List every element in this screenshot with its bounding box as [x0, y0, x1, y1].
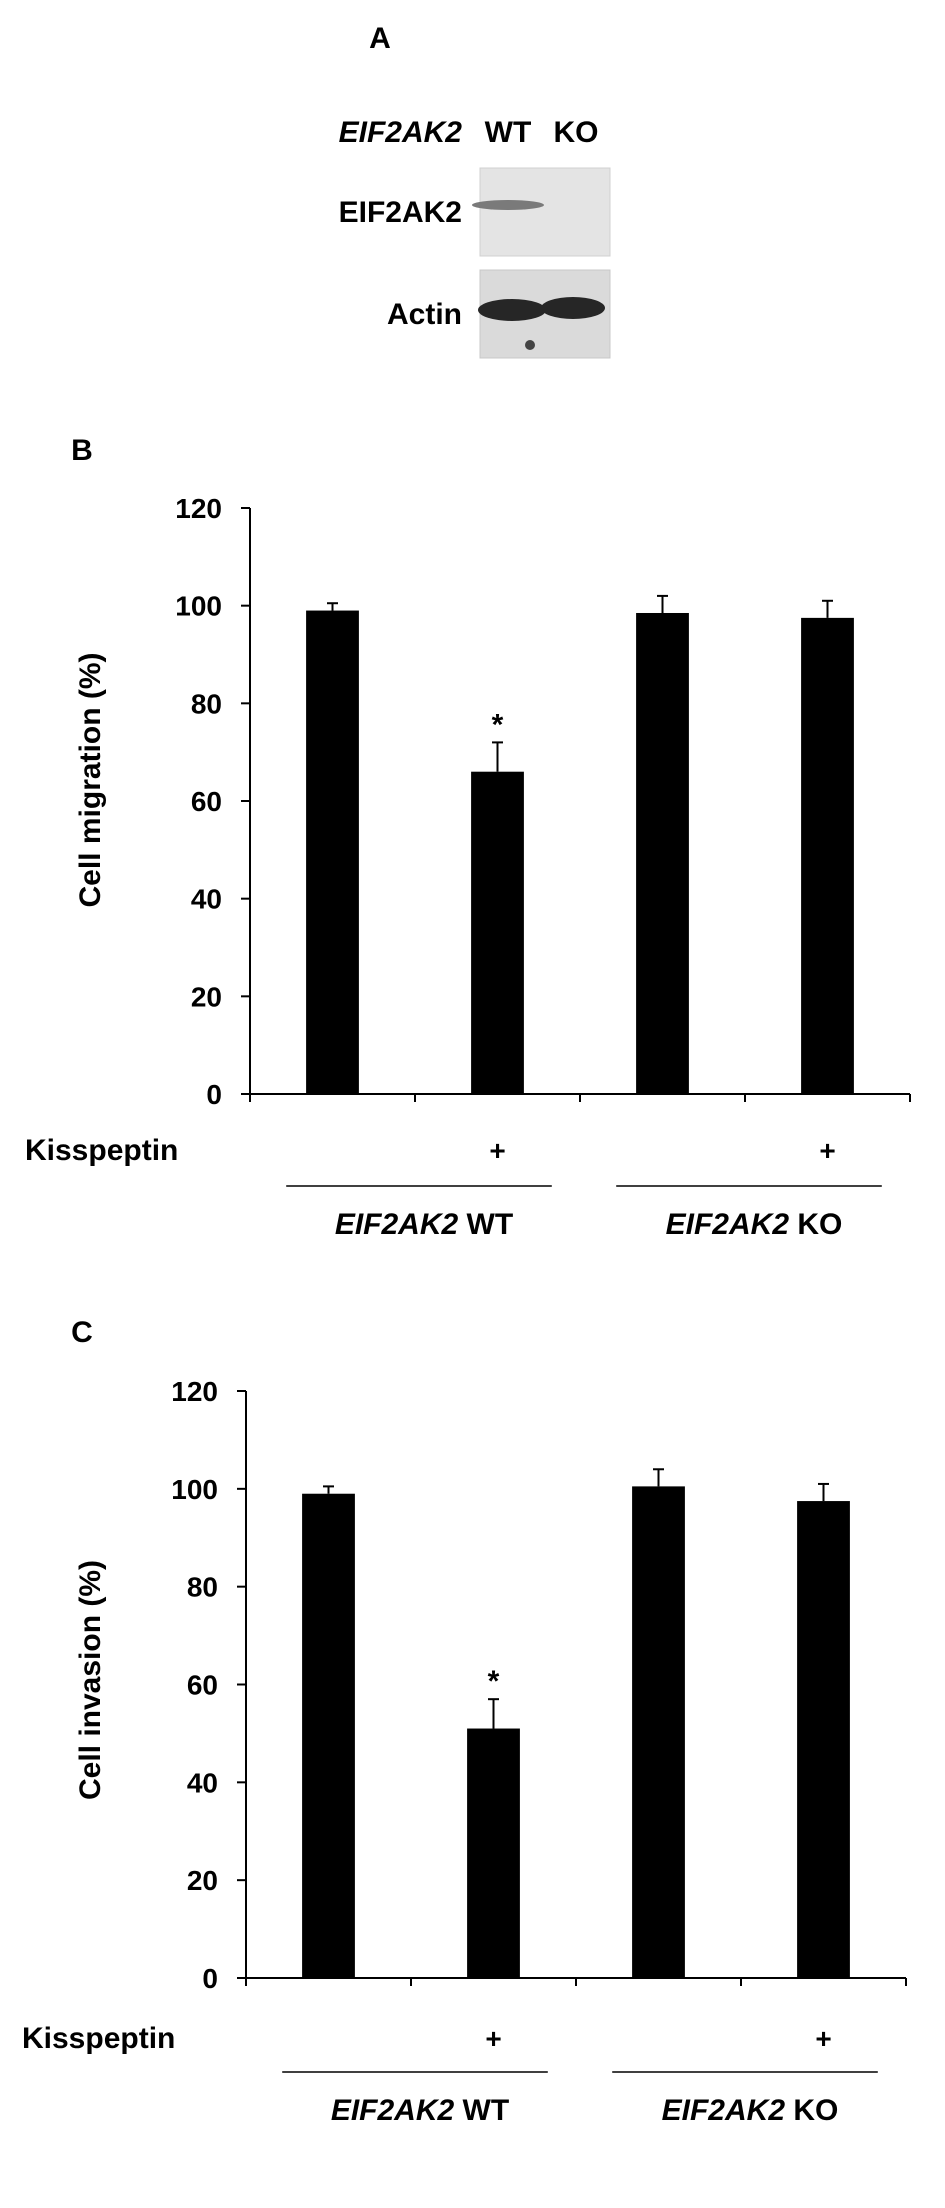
y-tick-label: 80: [187, 1572, 218, 1603]
bar: [302, 1493, 355, 1978]
group-label: EIF2AK2 WT: [331, 2094, 509, 2127]
treatment-label: Kisspeptin: [25, 1134, 178, 1167]
lane-label-wt: WT: [485, 116, 532, 149]
blot-band-actin-ko: [541, 297, 605, 319]
blot-band-actin-wt: [478, 299, 546, 321]
bar: [306, 610, 359, 1094]
y-tick-label: 40: [187, 1767, 218, 1798]
panel-a-western-blot: A EIF2AK2 WT KO EIF2AK2 Actin: [339, 22, 611, 359]
treatment-mark: +: [489, 1135, 505, 1166]
y-tick-label: 20: [187, 1865, 218, 1896]
panel-b-label: B: [71, 434, 93, 467]
y-tick-label: 120: [175, 493, 222, 524]
y-axis-label: Cell migration (%): [74, 652, 107, 907]
y-tick-label: 20: [191, 981, 222, 1012]
panel-c-label: C: [71, 1316, 93, 1349]
bar: [471, 771, 524, 1094]
treatment-mark: +: [815, 2023, 831, 2054]
y-tick-label: 0: [206, 1079, 222, 1110]
plot-area: 0 20 40 60 80 100 120 * + + EIF2AK2 WT EIF2AK2 KO: [171, 1376, 907, 2127]
y-tick-label: 40: [191, 884, 222, 915]
y-tick-label: 60: [191, 786, 222, 817]
panel-b-migration-chart: B Cell migration (%) 0 20 40 60 80 100 120 * + + E…: [25, 434, 911, 1241]
treatment-mark: +: [819, 1135, 835, 1166]
y-tick-label: 100: [175, 591, 222, 622]
blot-band-wt: [472, 200, 544, 210]
lane-label-ko: KO: [554, 116, 599, 149]
significance-marker: *: [492, 708, 504, 741]
group-label: EIF2AK2 KO: [662, 2094, 839, 2127]
y-tick-label: 100: [171, 1474, 218, 1505]
y-tick-label: 80: [191, 688, 222, 719]
panel-a-label: A: [369, 22, 391, 55]
treatment-mark: +: [485, 2023, 501, 2054]
bar: [636, 612, 689, 1094]
group-label: EIF2AK2 WT: [335, 1208, 513, 1241]
bar: [797, 1501, 850, 1978]
bar: [801, 617, 854, 1094]
y-axis-label: Cell invasion (%): [74, 1560, 107, 1800]
blot-image-actin: [478, 269, 611, 359]
treatment-label: Kisspeptin: [22, 2022, 175, 2055]
bar: [467, 1728, 520, 1978]
gene-label: EIF2AK2: [339, 116, 463, 149]
y-tick-label: 60: [187, 1670, 218, 1701]
y-tick-label: 120: [171, 1376, 218, 1407]
panel-c-invasion-chart: C Cell invasion (%) 0 20 40 60 80 100 120 * + + EI…: [22, 1316, 907, 2127]
blot-row-label-eif2ak2: EIF2AK2: [339, 196, 462, 229]
blot-row-label-actin: Actin: [387, 298, 462, 331]
significance-marker: *: [488, 1665, 500, 1698]
y-tick-label: 0: [202, 1963, 218, 1994]
bar: [632, 1486, 685, 1978]
plot-area: 0 20 40 60 80 100 120 * + + EIF2AK2 WT EIF2AK2 KO: [175, 493, 911, 1241]
group-label: EIF2AK2 KO: [666, 1208, 843, 1241]
blot-image-eif2ak2: [472, 167, 611, 257]
